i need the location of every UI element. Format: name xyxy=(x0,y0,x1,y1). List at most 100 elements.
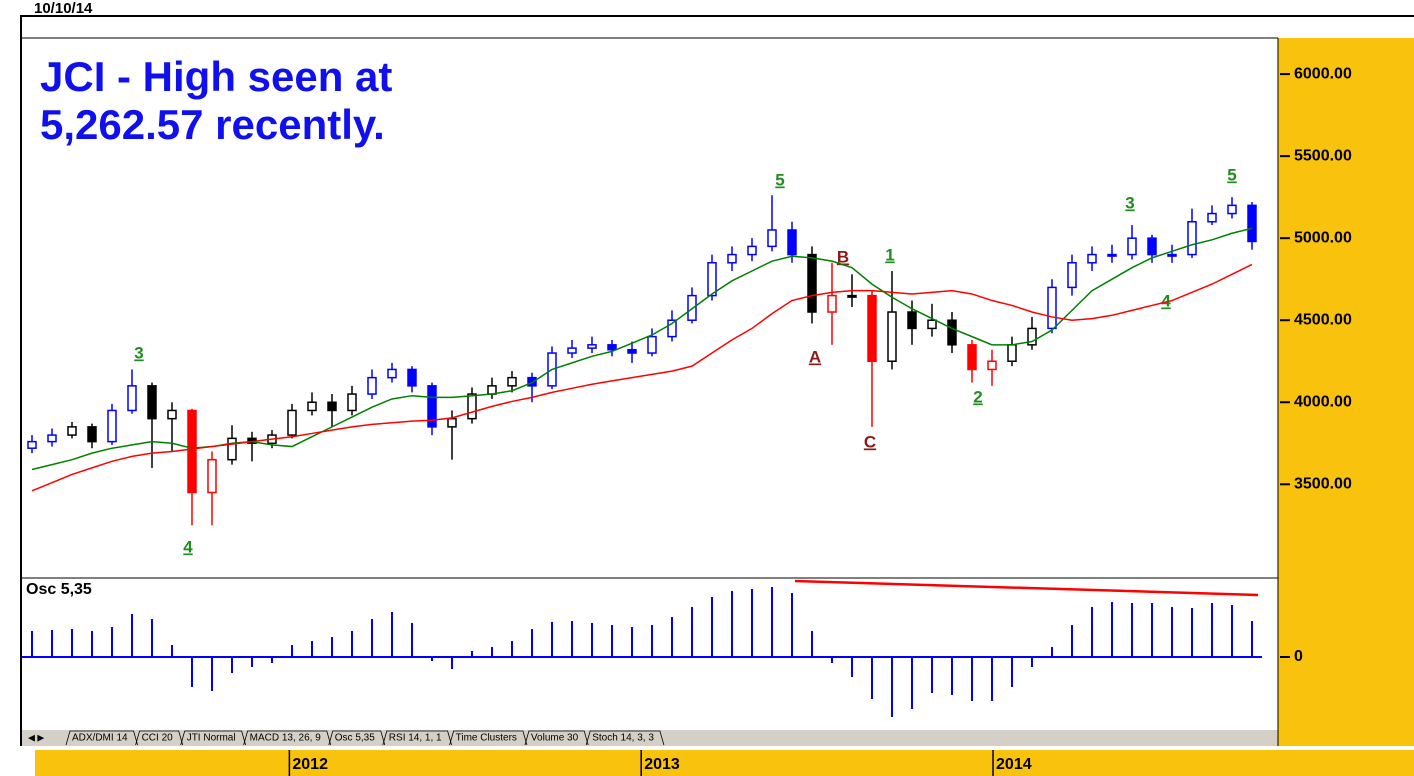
tab[interactable]: Osc 5,35 xyxy=(335,733,375,744)
candle-body xyxy=(887,311,897,362)
x-tick-label: 2012 xyxy=(292,756,328,773)
candle-body xyxy=(47,434,57,443)
candle-body xyxy=(367,376,377,395)
y-tick-label: 4500.00 xyxy=(1294,311,1352,328)
candle-body xyxy=(1087,253,1097,264)
candle-body xyxy=(747,245,757,256)
wave-label: 5 xyxy=(1227,165,1236,184)
candle-body xyxy=(967,344,977,371)
y-tick-label: 5000.00 xyxy=(1294,229,1352,246)
x-tick-label: 2014 xyxy=(996,756,1032,773)
price-axis-panel xyxy=(1278,38,1414,746)
date: 10/10/14 xyxy=(34,0,93,17)
tab[interactable]: Volume 30 xyxy=(531,733,579,744)
divergence-line xyxy=(794,579,1259,597)
candle-body xyxy=(107,409,117,443)
wave-label: 5 xyxy=(775,170,784,189)
candle-body xyxy=(727,253,737,264)
candle-body xyxy=(507,376,517,387)
candle-body xyxy=(987,360,997,371)
candle-body xyxy=(67,426,77,436)
candle-body xyxy=(427,385,437,428)
tab[interactable]: RSI 14, 1, 1 xyxy=(389,733,442,744)
candle-body xyxy=(1187,221,1197,256)
candle-body xyxy=(1247,204,1257,243)
tab-outline xyxy=(382,730,452,746)
candle-body xyxy=(567,347,577,354)
tab-outline xyxy=(449,730,528,746)
tab-bar xyxy=(22,730,1278,746)
wave-label: 3 xyxy=(134,343,143,362)
tab-outline xyxy=(243,730,332,746)
candle-body xyxy=(27,440,37,449)
candle-body xyxy=(167,409,177,420)
candle-body xyxy=(667,319,677,338)
candle-body xyxy=(487,385,497,395)
candle-body xyxy=(127,385,137,412)
candle-body xyxy=(587,344,597,349)
y-tick-label: 3500.00 xyxy=(1294,476,1352,493)
title: 5,262.57 recently. xyxy=(40,101,385,148)
candle-body xyxy=(907,311,917,330)
tab-arrows: ◀ ▶ xyxy=(28,732,44,742)
candle-body xyxy=(947,319,957,346)
candle-body xyxy=(347,393,357,412)
wave-label: 3 xyxy=(1125,193,1134,212)
candle-body xyxy=(87,426,97,443)
candle-body xyxy=(867,294,877,362)
tab[interactable]: CCI 20 xyxy=(142,733,174,744)
tab-outline xyxy=(180,730,246,746)
tab[interactable]: MACD 13, 26, 9 xyxy=(250,733,322,744)
tab-outline xyxy=(135,730,184,746)
tab-outline xyxy=(585,730,665,746)
candle-body xyxy=(647,335,657,354)
candle-body xyxy=(1147,237,1157,256)
candle-body xyxy=(327,401,337,412)
wave-label: 2 xyxy=(973,387,982,406)
time-axis-panel xyxy=(35,750,1414,776)
candle-body xyxy=(1047,286,1057,330)
tab[interactable]: JTI Normal xyxy=(187,733,236,744)
candle-body xyxy=(847,294,857,298)
candle-body xyxy=(707,262,717,297)
candle-body xyxy=(287,409,297,436)
tab[interactable]: Time Clusters xyxy=(456,733,517,744)
tab[interactable]: Stoch 14, 3, 3 xyxy=(592,733,654,744)
wave-label: C xyxy=(864,432,876,451)
candle-body xyxy=(807,253,817,313)
wave-label: 1 xyxy=(885,245,894,264)
candle-body xyxy=(767,229,777,248)
candle-body xyxy=(1227,204,1237,215)
candle-body xyxy=(1167,253,1177,257)
candle-body xyxy=(607,344,617,351)
wave-label: 4 xyxy=(183,537,193,556)
annotations: 3 4 5 A B C 1 2 3 4 5 xyxy=(134,165,1236,556)
tab[interactable]: ADX/DMI 14 xyxy=(72,733,128,744)
candle-body xyxy=(407,368,417,387)
candle-body xyxy=(1207,212,1217,223)
wave-label: A xyxy=(809,347,821,366)
candle-body xyxy=(1067,262,1077,289)
candle-body xyxy=(1027,327,1037,346)
y-tick-label: 6000.00 xyxy=(1294,65,1352,82)
candle-body xyxy=(1007,344,1017,362)
y-tick-label: 4000.00 xyxy=(1294,393,1352,410)
x-tick-label: 2013 xyxy=(644,756,680,773)
osc-title: Osc 5,35 xyxy=(26,581,92,598)
candle-body xyxy=(827,294,837,313)
candle-body xyxy=(447,417,457,428)
wave-label: B xyxy=(837,247,849,266)
candle-body xyxy=(627,349,637,354)
title: JCI - High seen at xyxy=(40,53,392,100)
y-tick-label: 0 xyxy=(1294,648,1303,665)
candle-body xyxy=(187,409,197,494)
wave-label: 4 xyxy=(1161,291,1171,310)
candle-body xyxy=(147,385,157,420)
candle-body xyxy=(927,319,937,330)
candle-body xyxy=(227,437,237,461)
candle-body xyxy=(1107,253,1117,257)
candle-body xyxy=(1127,237,1137,256)
candle-body xyxy=(207,458,217,494)
